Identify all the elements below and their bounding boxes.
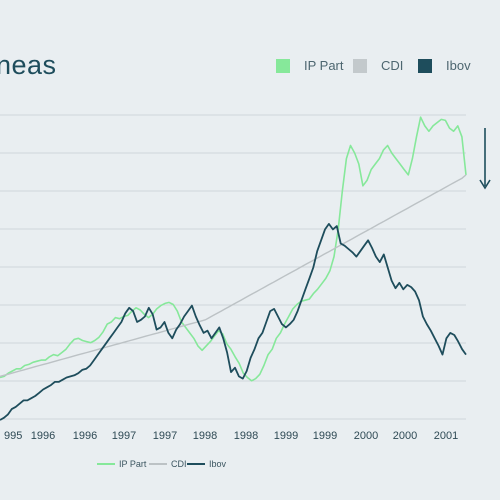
- chart-title: neas: [0, 50, 57, 80]
- legend-label-ip-part: IP Part: [304, 58, 344, 73]
- legend-swatch-ip-part: [276, 58, 290, 73]
- x-tick-label: 1997: [153, 430, 177, 442]
- legend-label-ibov: Ibov: [446, 58, 471, 73]
- bottom-legend-label-ibov: Ibov: [209, 459, 227, 469]
- legend-swatch-cdi: [353, 58, 367, 73]
- x-tick-label: 1999: [313, 430, 337, 442]
- x-tick-label: 1997: [112, 430, 136, 442]
- down-arrow-icon: [479, 128, 491, 190]
- bottom-legend-label-ip-part: IP Part: [119, 459, 147, 469]
- x-tick-label: 2000: [393, 430, 417, 442]
- legend-swatch-ibov: [418, 58, 432, 73]
- bottom-legend-line-ip-part: [97, 463, 115, 465]
- x-tick-labels: 995 1996 1996 1997 1997 1998 1998 1999 1999 2000 2…: [4, 430, 458, 442]
- series-line-cdi: [0, 174, 467, 378]
- bottom-legend-line-ibov: [187, 463, 205, 465]
- series-lines: [0, 116, 467, 421]
- legend-item-ibov: Ibov: [418, 58, 471, 73]
- x-tick-label: 2001: [434, 430, 458, 442]
- bottom-legend-item-ibov: Ibov: [187, 459, 226, 469]
- x-tick-label: 1996: [73, 430, 97, 442]
- series-line-ip-part: [0, 116, 467, 382]
- bottom-legend: IP Part CDI Ibov: [0, 459, 500, 473]
- bottom-legend-item-ip-part: IP Part: [97, 459, 146, 469]
- x-tick-label: 995: [4, 430, 22, 442]
- bottom-legend-item-cdi: CDI: [149, 459, 187, 469]
- series-line-ibov: [0, 222, 467, 421]
- legend-item-cdi: CDI: [353, 58, 403, 73]
- x-tick-label: 1999: [274, 430, 298, 442]
- grid-lines: [0, 114, 466, 420]
- top-legend: IP Part CDI Ibov: [0, 58, 500, 78]
- legend-item-ip-part: IP Part: [276, 58, 344, 73]
- legend-label-cdi: CDI: [381, 58, 404, 73]
- x-tick-label: 1996: [31, 430, 55, 442]
- bottom-legend-label-cdi: CDI: [171, 459, 187, 469]
- x-tick-label: 1998: [234, 430, 258, 442]
- x-tick-label: 2000: [354, 430, 378, 442]
- x-tick-label: 1998: [193, 430, 217, 442]
- bottom-legend-line-cdi: [149, 463, 167, 465]
